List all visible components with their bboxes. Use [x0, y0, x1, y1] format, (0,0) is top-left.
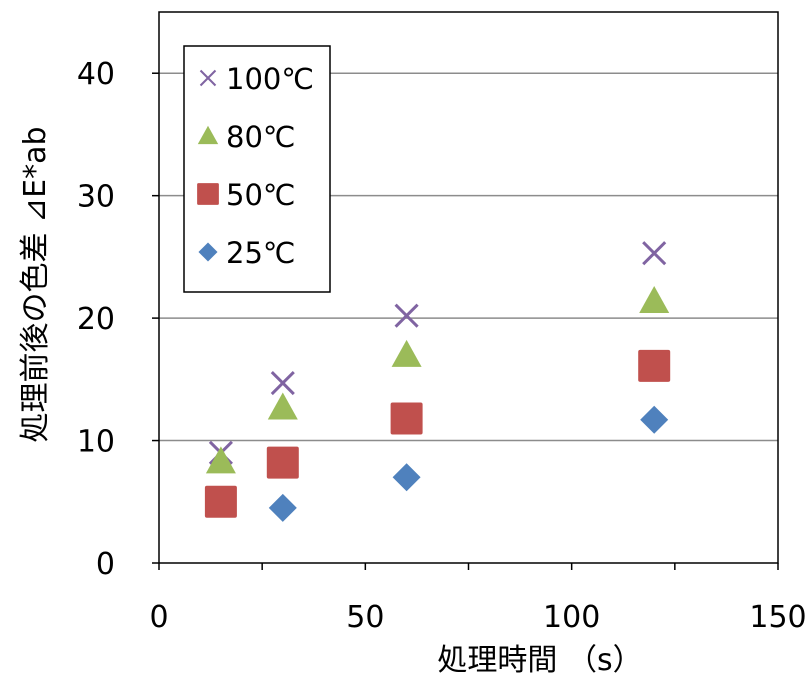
data-point [391, 339, 422, 367]
legend-marker [198, 242, 218, 262]
legend-marker-shape [198, 242, 218, 262]
legend-label: 25℃ [226, 236, 295, 270]
y-tick-label: 20 [77, 302, 115, 337]
data-point [268, 493, 297, 522]
legend-label: 100℃ [226, 62, 314, 96]
legend: 100℃ 80℃ 50℃ 25℃ [183, 45, 331, 293]
data-point [267, 392, 298, 420]
y-tick-label: 10 [77, 425, 115, 460]
legend-marker-shape [197, 183, 219, 205]
data-point [640, 405, 669, 434]
x-tick-label: 50 [346, 600, 384, 635]
data-point [638, 349, 671, 382]
y-tick-label: 40 [77, 57, 115, 92]
x-tick-labels: 0 50 100 150 [149, 600, 806, 635]
x-tick-label: 0 [149, 600, 168, 635]
data-point [642, 241, 667, 266]
data-point [205, 446, 236, 474]
data-point [639, 285, 670, 313]
legend-marker-shape [197, 125, 219, 145]
plot-frame [158, 11, 779, 564]
y-axis-title: 処理前後の色差 ⊿E*ab [18, 126, 53, 442]
y-tick-labels: 0 10 20 30 40 [77, 57, 115, 582]
axis-ticks [152, 72, 779, 570]
legend-marker [199, 69, 217, 87]
data-points [204, 241, 671, 522]
data-point [204, 485, 237, 518]
y-tick-label: 30 [77, 180, 115, 215]
y-tick-label: 0 [96, 547, 115, 582]
legend-label: 50℃ [226, 178, 295, 212]
data-point [270, 370, 295, 396]
x-tick-label: 150 [749, 600, 806, 635]
legend-marker-shape [199, 69, 217, 87]
legend-marker [197, 125, 219, 145]
data-point [266, 446, 299, 479]
x-axis-title: 処理時間 （s） [437, 643, 642, 674]
legend-marker [197, 183, 219, 205]
x-tick-label: 100 [543, 600, 600, 635]
data-point [392, 463, 421, 492]
data-point [390, 402, 423, 435]
legend-label: 80℃ [226, 120, 295, 154]
data-point [394, 303, 419, 328]
